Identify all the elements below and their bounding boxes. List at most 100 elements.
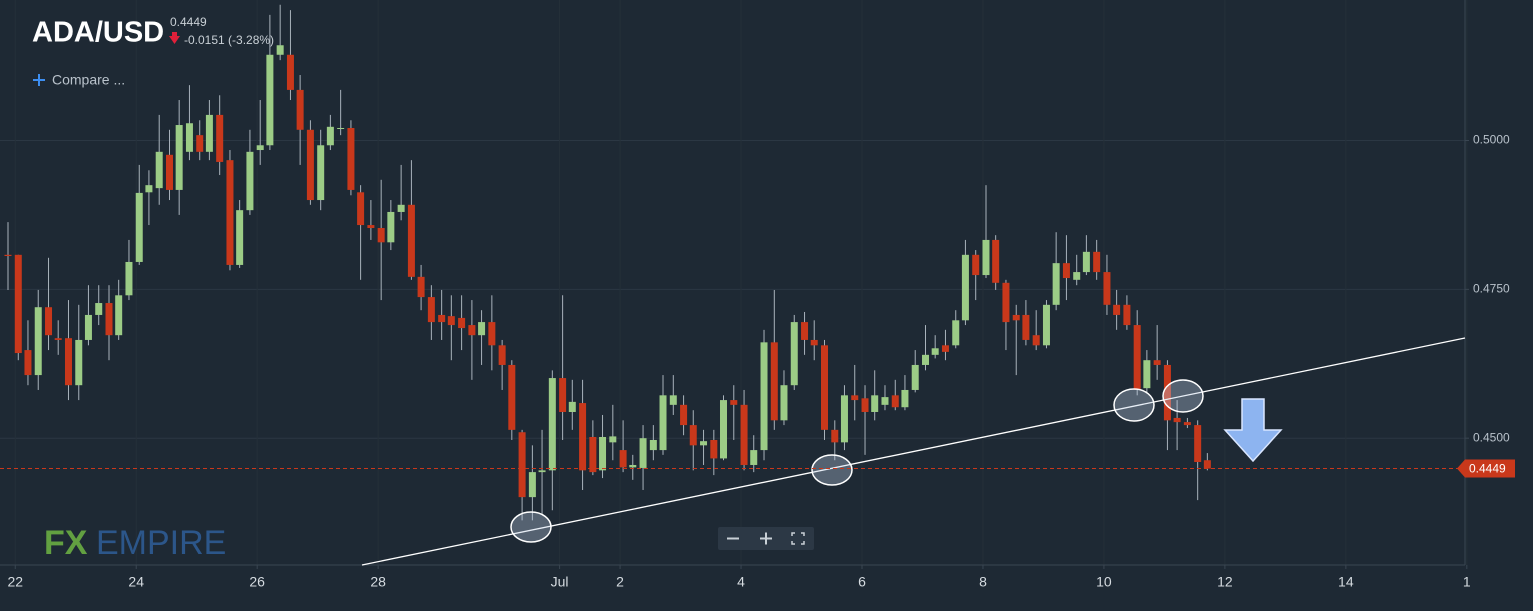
last-price-flag — [1457, 459, 1515, 478]
candle-body — [548, 378, 556, 471]
candle-body — [75, 339, 83, 386]
candle-body — [871, 395, 879, 412]
candle-body — [1012, 314, 1020, 321]
candles — [4, 4, 1211, 521]
candle-body — [1194, 425, 1202, 463]
candle-body — [719, 400, 727, 459]
candle-body — [508, 364, 516, 430]
candle-body — [901, 389, 909, 408]
candle-body — [498, 345, 506, 365]
plus-icon[interactable] — [33, 74, 45, 86]
candle-body — [680, 404, 688, 426]
candle-body — [619, 450, 627, 468]
candle-body — [972, 254, 980, 276]
candle-body — [518, 432, 526, 498]
candle-body — [115, 295, 123, 336]
candle-body — [1113, 304, 1121, 315]
candle-body — [790, 322, 798, 386]
candle-body — [649, 439, 657, 451]
candle-body — [447, 316, 455, 326]
fullscreen[interactable] — [791, 532, 805, 545]
candle-body — [851, 395, 859, 401]
candle-body — [689, 425, 697, 446]
candle-body — [730, 400, 738, 405]
touch-circle — [811, 454, 853, 486]
candle-body — [1032, 335, 1040, 346]
candle-body — [165, 154, 173, 190]
last-price-label: 0.4449 — [1469, 462, 1506, 476]
zoom-in[interactable] — [760, 532, 772, 545]
candle-body — [992, 239, 1000, 283]
candle-body — [700, 441, 708, 446]
compare-button[interactable]: Compare ... — [52, 72, 125, 88]
x-axis-area — [0, 565, 1533, 611]
candle-body — [1133, 325, 1141, 390]
candle-body — [629, 464, 637, 468]
candle-body — [1022, 314, 1030, 340]
candle-body — [579, 403, 587, 471]
x-tick-label: 1 — [1463, 574, 1471, 590]
x-tick-label: 26 — [249, 574, 265, 590]
candle-body — [326, 126, 334, 146]
candle-body — [478, 322, 486, 336]
touch-circle — [510, 511, 552, 543]
candle-body — [740, 404, 748, 465]
candle-body — [4, 254, 12, 257]
candle-body — [347, 128, 355, 190]
candle-body — [317, 145, 325, 201]
candle-body — [286, 54, 294, 90]
candle-body — [438, 314, 446, 323]
candle-body — [216, 114, 224, 162]
candle-body — [427, 297, 435, 323]
x-tick-label: 24 — [128, 574, 144, 590]
candle-body — [770, 342, 778, 421]
candle-body — [931, 348, 939, 355]
candle-body — [840, 395, 848, 443]
candle-body — [205, 114, 213, 152]
down-arrow — [1223, 398, 1283, 463]
candle-body — [982, 239, 990, 276]
candle-body — [801, 322, 809, 340]
candle-body — [246, 151, 254, 211]
candle-body — [145, 185, 153, 193]
candle-body — [407, 204, 415, 277]
candle-body — [559, 378, 567, 412]
candle-body — [155, 151, 163, 189]
candle-body — [1123, 304, 1131, 326]
candle-body — [891, 395, 899, 408]
candle-body — [831, 429, 839, 443]
candle-body — [185, 123, 193, 152]
candle-body — [1082, 251, 1090, 273]
candle-body — [639, 438, 647, 468]
candle-body — [84, 314, 92, 340]
x-tick-label: 8 — [979, 574, 987, 590]
candle-body — [1203, 460, 1211, 469]
candle-body — [961, 254, 969, 321]
candle-body — [568, 401, 576, 412]
candle-body — [296, 89, 304, 130]
x-tick-label: 28 — [370, 574, 386, 590]
candle-body — [911, 364, 919, 390]
candle-body — [266, 54, 274, 146]
candle-body — [377, 228, 385, 243]
candle-body — [710, 439, 718, 459]
candle-body — [125, 261, 133, 296]
down-icon — [169, 32, 180, 44]
candle-body — [609, 436, 617, 443]
candle-body — [669, 395, 677, 405]
candle-body — [1183, 422, 1191, 426]
price-change: -0.0151 (-3.28%) — [184, 33, 274, 47]
candle-body — [780, 385, 788, 421]
x-tick-label: 22 — [7, 574, 23, 590]
x-tick-label: 2 — [616, 574, 624, 590]
symbol: ADA/USD — [32, 17, 164, 49]
candle-body — [659, 395, 667, 451]
candle-body — [1093, 251, 1101, 273]
touch-circle — [1162, 379, 1204, 413]
x-tick-label: 14 — [1338, 574, 1354, 590]
logo-fx: FX — [44, 524, 88, 562]
candle-body — [367, 225, 375, 229]
candle-body — [175, 125, 183, 190]
